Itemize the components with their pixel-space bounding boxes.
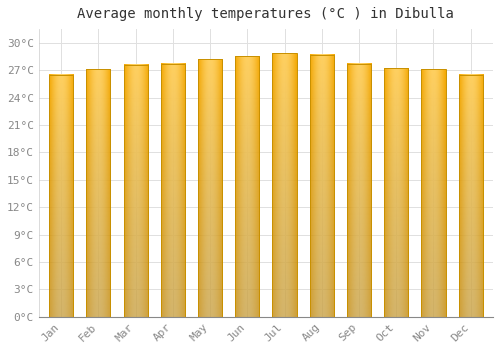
Bar bbox=[160, 64, 185, 317]
Bar bbox=[235, 56, 260, 317]
Bar bbox=[347, 64, 371, 317]
Bar bbox=[49, 75, 73, 317]
Bar bbox=[86, 69, 110, 317]
Title: Average monthly temperatures (°C ) in Dibulla: Average monthly temperatures (°C ) in Di… bbox=[78, 7, 454, 21]
Bar bbox=[310, 55, 334, 317]
Bar bbox=[272, 53, 296, 317]
Bar bbox=[422, 69, 446, 317]
Bar bbox=[458, 75, 483, 317]
Bar bbox=[384, 68, 408, 317]
Bar bbox=[198, 59, 222, 317]
Bar bbox=[124, 65, 148, 317]
